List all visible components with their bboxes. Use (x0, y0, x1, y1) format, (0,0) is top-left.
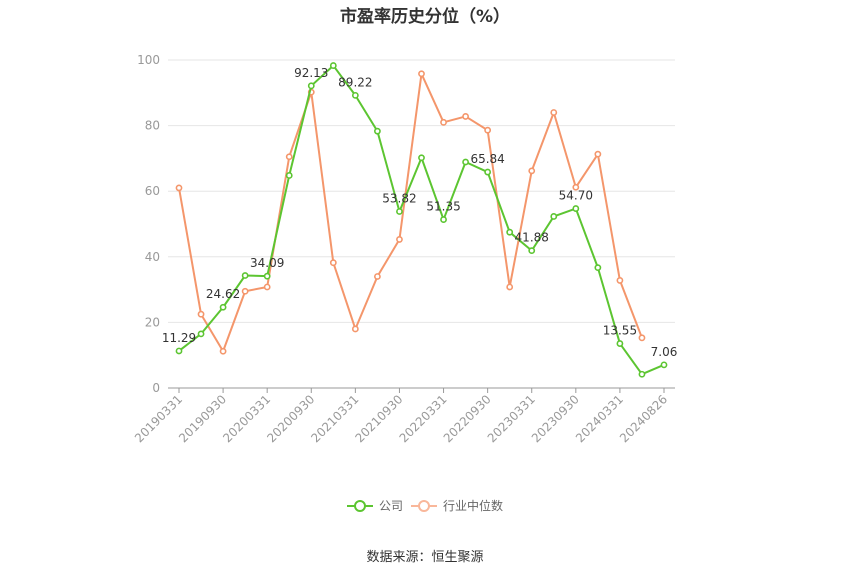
data-label: 11.29 (162, 331, 196, 345)
data-label: 92.13 (294, 66, 328, 80)
data-point-company[interactable] (263, 272, 271, 280)
data-point-industry[interactable] (550, 109, 558, 116)
data-label: 54.70 (559, 189, 593, 203)
data-point-company[interactable] (484, 168, 492, 176)
data-point-industry[interactable] (418, 70, 425, 78)
legend-label-industry: 行业中位数 (443, 499, 504, 513)
chart-title: 市盈率历史分位（%） (339, 7, 511, 27)
series-layer (175, 62, 668, 378)
data-point-company[interactable] (572, 205, 580, 212)
data-point-industry[interactable] (329, 259, 337, 267)
data-point-industry[interactable] (241, 287, 249, 295)
data-point-industry[interactable] (351, 325, 359, 333)
data-point-company[interactable] (462, 158, 469, 166)
data-point-company[interactable] (440, 216, 447, 223)
data-point-industry[interactable] (638, 334, 646, 342)
legend-item-industry[interactable]: 行业中位数 (411, 497, 503, 514)
grid-layer (168, 59, 675, 323)
data-label: 13.55 (603, 324, 637, 338)
data-label: 7.06 (651, 345, 678, 359)
data-point-industry[interactable] (396, 236, 403, 243)
data-point-industry[interactable] (197, 310, 205, 318)
series-line-industry (178, 72, 643, 353)
data-point-company[interactable] (638, 370, 646, 378)
data-point-company[interactable] (660, 361, 668, 369)
data-label: 53.82 (382, 191, 416, 205)
data-label: 51.35 (426, 200, 460, 214)
data-point-industry[interactable] (462, 113, 469, 120)
legend-item-company[interactable]: 公司 (346, 497, 403, 514)
data-point-industry[interactable] (528, 167, 536, 175)
x-tick-label: 20240826 (617, 392, 670, 445)
series-line-company (178, 64, 665, 376)
data-point-company[interactable] (528, 247, 536, 255)
y-tick-label: 60 (145, 184, 160, 198)
data-point-industry[interactable] (506, 283, 514, 291)
y-tick-label: 80 (145, 119, 160, 133)
legend-swatch-industry (411, 499, 437, 513)
data-point-industry[interactable] (374, 273, 381, 280)
data-point-company[interactable] (285, 172, 293, 179)
data-label: 24.62 (206, 287, 240, 301)
data-point-industry[interactable] (594, 150, 602, 158)
data-point-company[interactable] (175, 347, 183, 355)
data-point-industry[interactable] (175, 184, 183, 192)
legend-swatch-company (346, 499, 373, 513)
data-point-industry[interactable] (572, 183, 580, 191)
data-point-company[interactable] (616, 340, 624, 347)
y-tick-label: 20 (145, 315, 160, 329)
data-point-company[interactable] (594, 264, 602, 272)
data-label: 41.88 (515, 231, 549, 245)
data-label: 89.22 (338, 75, 372, 89)
y-tick-label: 40 (145, 250, 160, 264)
data-point-company[interactable] (329, 62, 337, 69)
data-point-industry[interactable] (440, 118, 447, 126)
data-point-industry[interactable] (219, 347, 227, 355)
data-point-company[interactable] (241, 272, 249, 279)
legend: 公司 行业中位数 (0, 497, 850, 514)
y-tick-label: 100 (137, 53, 160, 67)
data-point-industry[interactable] (484, 126, 492, 134)
data-label-layer: 11.29 24.62 34.09 92.13 89.22 53.82 51.35 65.84… (162, 66, 678, 359)
y-tick-label: 0 (152, 381, 160, 395)
source-note: 数据来源：恒生聚源 (366, 550, 484, 565)
data-label: 34.09 (250, 256, 284, 270)
axis-layer: 0204060801002019033120190930202003312020… (132, 53, 675, 445)
legend-label-company: 公司 (378, 499, 403, 513)
data-point-company[interactable] (374, 127, 381, 135)
data-point-company[interactable] (418, 154, 425, 162)
data-point-company[interactable] (351, 91, 359, 99)
data-point-company[interactable] (550, 213, 558, 220)
data-point-industry[interactable] (616, 277, 624, 284)
data-point-company[interactable] (307, 82, 315, 90)
data-label: 65.84 (470, 152, 504, 166)
data-point-industry[interactable] (263, 283, 271, 291)
data-point-industry[interactable] (285, 153, 293, 161)
data-point-company[interactable] (506, 228, 514, 236)
data-point-company[interactable] (197, 330, 205, 338)
data-point-company[interactable] (219, 303, 227, 311)
data-point-company[interactable] (396, 208, 403, 215)
